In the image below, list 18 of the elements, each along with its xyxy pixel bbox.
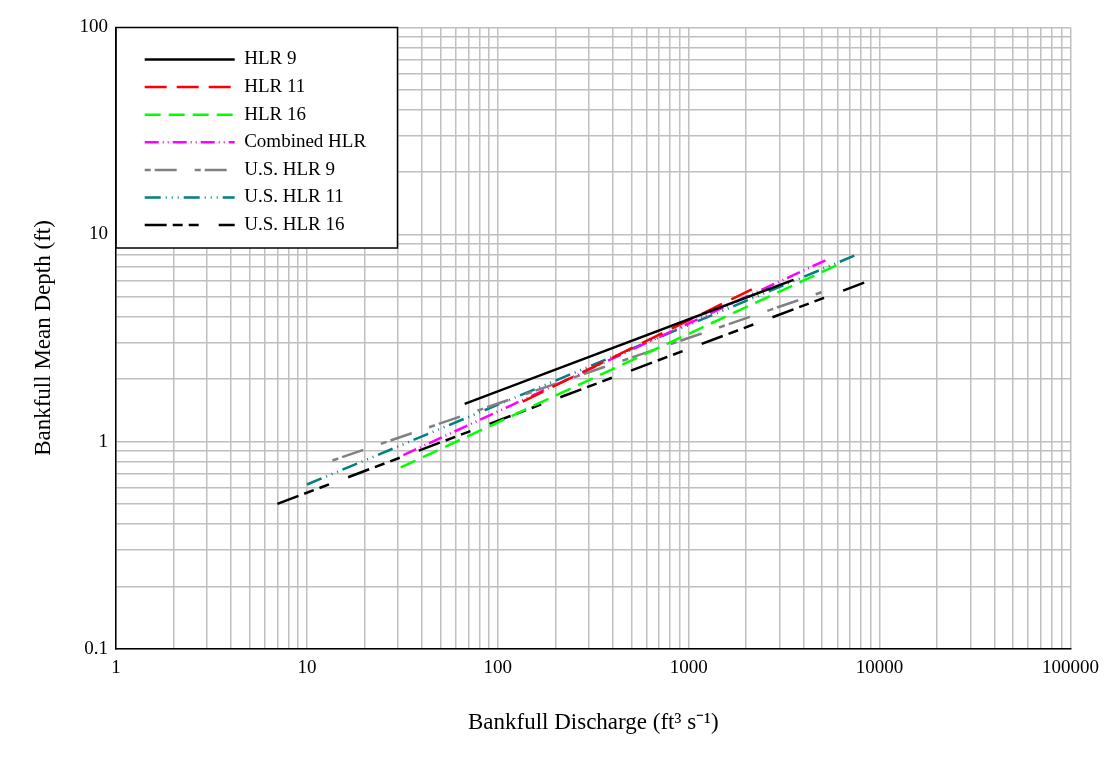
x-tick-label: 100 <box>483 655 513 677</box>
legend-label: U.S. HLR 16 <box>244 213 345 235</box>
y-tick-label: 10 <box>89 222 109 244</box>
y-tick-label: 1 <box>98 429 109 451</box>
legend-label: HLR 11 <box>244 75 306 97</box>
x-tick-label: 10000 <box>855 655 904 677</box>
y-tick-label: 100 <box>79 15 109 37</box>
y-axis-title: Bankfull Mean Depth (ft) <box>29 220 55 456</box>
x-tick-label: 100000 <box>1042 655 1099 677</box>
legend-label: Combined HLR <box>244 130 367 152</box>
legend-label: U.S. HLR 9 <box>244 157 335 179</box>
legend-label: U.S. HLR 11 <box>244 185 344 207</box>
x-tick-label: 10 <box>297 655 317 677</box>
x-axis-title: Bankfull Discharge (ft³ s⁻¹) <box>467 709 719 735</box>
legend-label: HLR 16 <box>244 102 306 124</box>
y-tick-label: 0.1 <box>84 636 109 658</box>
legend-label: HLR 9 <box>244 47 297 69</box>
x-tick-label: 1000 <box>669 655 708 677</box>
